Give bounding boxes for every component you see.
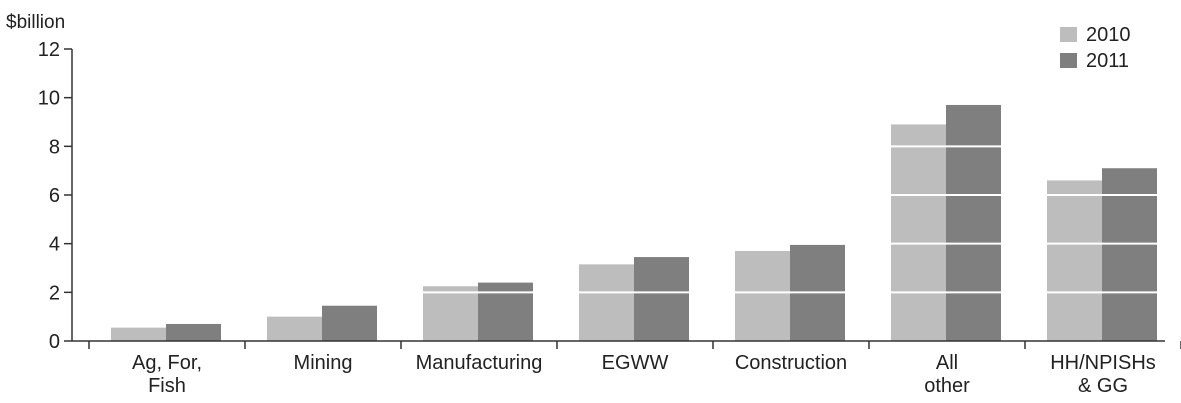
y-tick-label-6: 12: [38, 39, 60, 61]
y-tick-label-4: 8: [49, 136, 60, 158]
x-category-label-1-0: Mining: [294, 352, 353, 374]
gridlines-group: [72, 48, 1165, 294]
y-tick-label-3: 6: [49, 185, 60, 207]
x-category-label-2-0: Manufacturing: [416, 352, 543, 374]
bar-2010-5: [891, 124, 946, 341]
y-tick-label-5: 10: [38, 88, 60, 110]
legend-label-2011: 2011: [1086, 50, 1129, 72]
y-axis-label: $billion: [6, 12, 65, 33]
y-ticks-group: 0 2 4 6 8 10 12: [38, 39, 72, 353]
bar-2011-0: [166, 323, 221, 341]
x-category-label-5-1: other: [924, 375, 970, 397]
x-category-label-0-0: Ag, For,: [132, 352, 202, 374]
bar-2011-3: [634, 257, 689, 341]
legend-label-2010: 2010: [1086, 24, 1131, 46]
bar-2011-1: [322, 305, 377, 341]
x-category-label-6-1: & GG: [1078, 375, 1128, 397]
x-category-label-0-1: Fish: [148, 375, 186, 397]
legend-swatch-2010: [1060, 27, 1077, 42]
bar-2010-0: [111, 327, 166, 341]
bar-2010-1: [267, 316, 322, 341]
x-labels-group: Ag, For,Fish Mining Manufacturing EGWW Const…: [132, 352, 1156, 397]
bar-2011-5: [946, 104, 1001, 341]
bar-2011-6: [1102, 168, 1157, 341]
y-tick-label-1: 2: [49, 282, 60, 304]
y-tick-label-2: 4: [49, 234, 60, 256]
x-category-label-4-0: Construction: [735, 352, 847, 374]
x-category-label-6-0: HH/NPISHs: [1050, 352, 1156, 374]
bar-2010-2: [423, 286, 478, 341]
legend: 2010 2011: [1060, 24, 1131, 72]
legend-swatch-2011: [1060, 53, 1077, 68]
bars-group: [111, 104, 1157, 341]
x-category-label-3-0: EGWW: [602, 352, 669, 374]
bar-2010-6: [1047, 180, 1102, 341]
x-category-label-5-0: All: [936, 352, 958, 374]
bar-2010-4: [735, 250, 790, 341]
y-tick-label-0: 0: [49, 331, 60, 353]
bar-2010-3: [579, 264, 634, 341]
